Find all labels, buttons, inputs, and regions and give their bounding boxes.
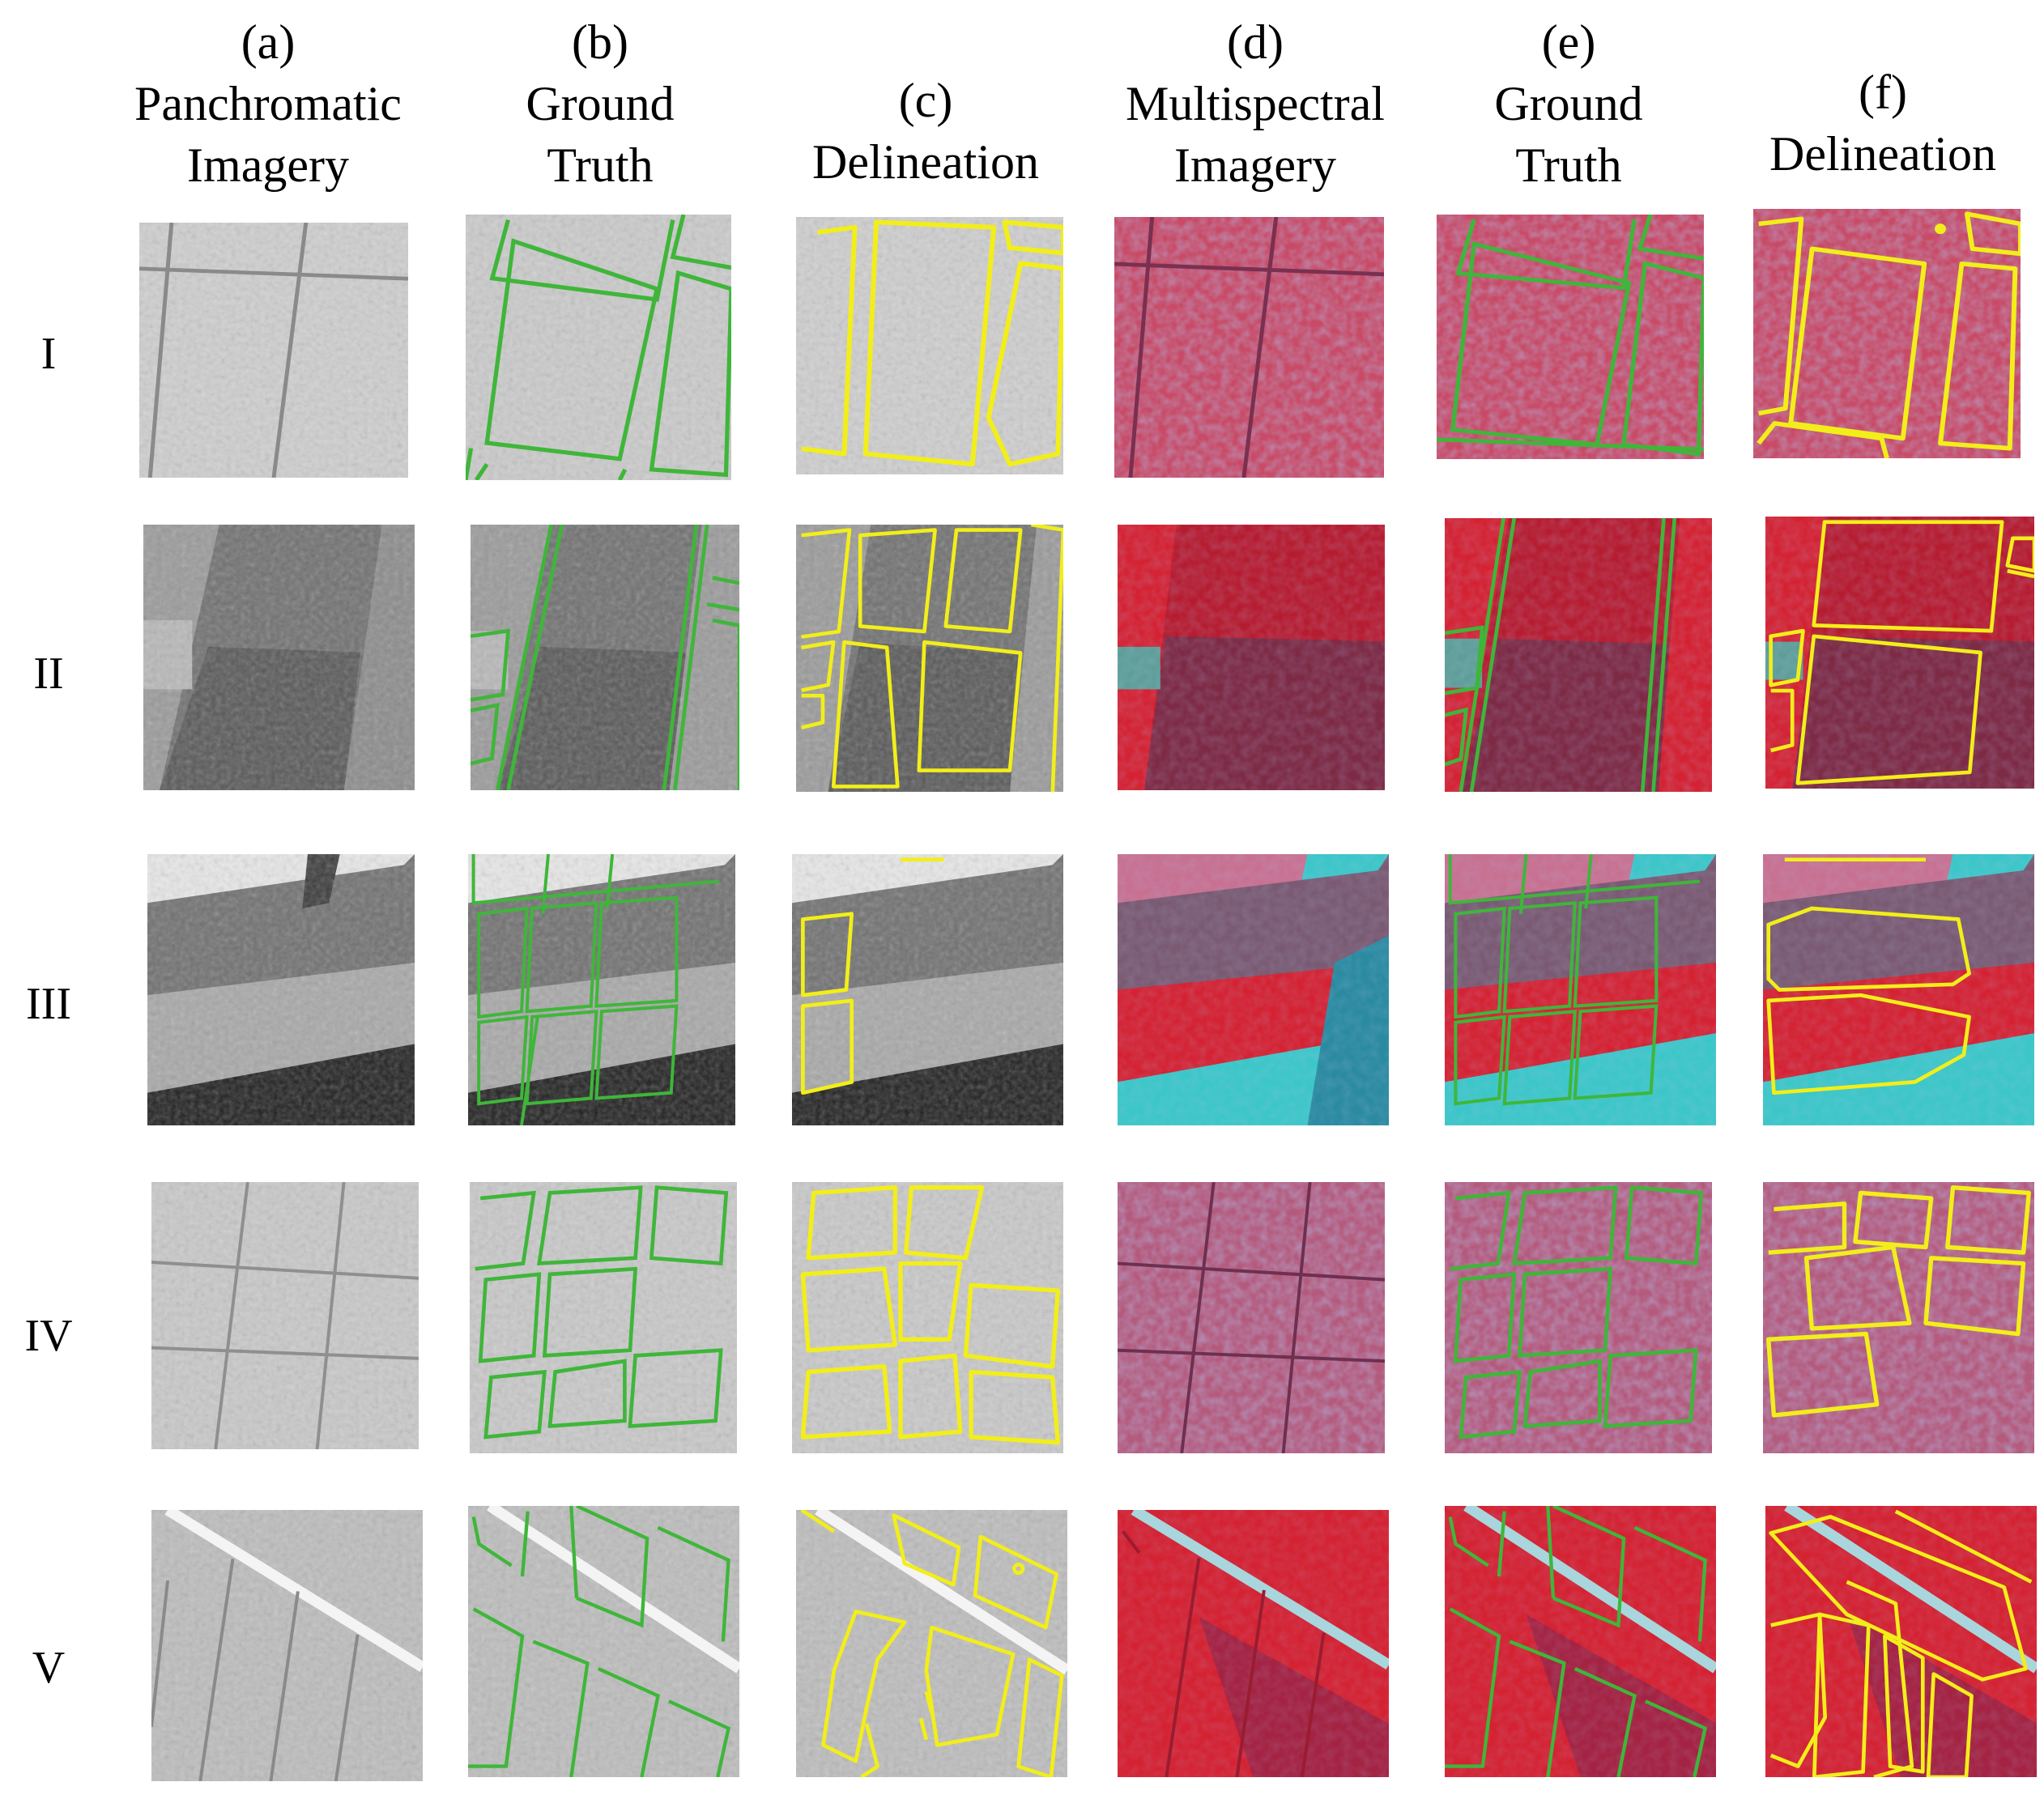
- ground-truth-tile: [468, 854, 735, 1125]
- delineation-tile: [1765, 517, 2034, 789]
- delineation-tile: [796, 1510, 1067, 1777]
- delineation-tile: [796, 525, 1063, 792]
- column-title-line: Multispectral: [1126, 77, 1385, 130]
- multispectral-tile: [1118, 525, 1385, 790]
- column-header-b: (b) Ground Truth: [438, 11, 762, 196]
- column-title-line: Imagery: [187, 138, 349, 192]
- column-title-line: Truth: [1515, 138, 1622, 192]
- column-letter: (e): [1541, 15, 1596, 69]
- multispectral-tile: [1118, 1510, 1389, 1777]
- ground-truth-tile: [1437, 215, 1704, 459]
- ground-truth-tile: [471, 525, 739, 790]
- ground-truth-tile: [468, 1506, 739, 1777]
- column-header-f: (f) Delineation: [1721, 62, 2044, 185]
- column-letter: (b): [572, 15, 628, 69]
- panchromatic-tile: [143, 525, 415, 790]
- row-label-V: V: [32, 1643, 66, 1693]
- column-title-line: Ground: [526, 77, 675, 130]
- column-letter: (d): [1227, 15, 1284, 69]
- multispectral-tile: [1118, 1182, 1385, 1453]
- column-header-d: (d) Multispectral Imagery: [1093, 11, 1417, 196]
- row-label-I: I: [40, 329, 57, 379]
- delineation-tile: [1753, 209, 2021, 458]
- delineation-tile: [792, 854, 1063, 1125]
- multispectral-tile: [1114, 217, 1384, 478]
- panchromatic-tile: [147, 854, 415, 1125]
- row-label-IV: IV: [24, 1311, 73, 1361]
- column-title-line: Imagery: [1174, 138, 1336, 192]
- column-title-line: Delineation: [812, 135, 1039, 189]
- row-label-II: II: [33, 649, 64, 699]
- ground-truth-tile: [1445, 1182, 1712, 1453]
- panchromatic-tile: [151, 1182, 419, 1449]
- ground-truth-tile: [470, 1182, 737, 1453]
- column-letter: (f): [1859, 66, 1907, 119]
- column-letter: (a): [241, 15, 296, 69]
- column-title-line: Truth: [547, 138, 654, 192]
- panchromatic-tile: [139, 223, 408, 478]
- delineation-tile: [1763, 1182, 2034, 1453]
- delineation-tile: [1765, 1506, 2037, 1777]
- ground-truth-tile: [1445, 854, 1716, 1125]
- delineation-tile: [792, 1182, 1063, 1453]
- ground-truth-tile: [1445, 518, 1712, 792]
- column-title-line: Delineation: [1769, 127, 1996, 181]
- column-header-e: (e) Ground Truth: [1407, 11, 1731, 196]
- column-header-a: (a) Panchromatic Imagery: [106, 11, 430, 196]
- column-title-line: Panchromatic: [134, 77, 402, 130]
- ground-truth-tile: [466, 215, 731, 480]
- panchromatic-tile: [151, 1510, 423, 1781]
- ground-truth-tile: [1445, 1506, 1716, 1777]
- row-label-III: III: [26, 979, 71, 1029]
- column-header-c: (c) Delineation: [764, 70, 1088, 193]
- delineation-tile: [1763, 854, 2034, 1125]
- column-letter: (c): [898, 74, 953, 127]
- column-title-line: Ground: [1494, 77, 1643, 130]
- multispectral-tile: [1118, 854, 1389, 1125]
- delineation-tile: [796, 217, 1063, 474]
